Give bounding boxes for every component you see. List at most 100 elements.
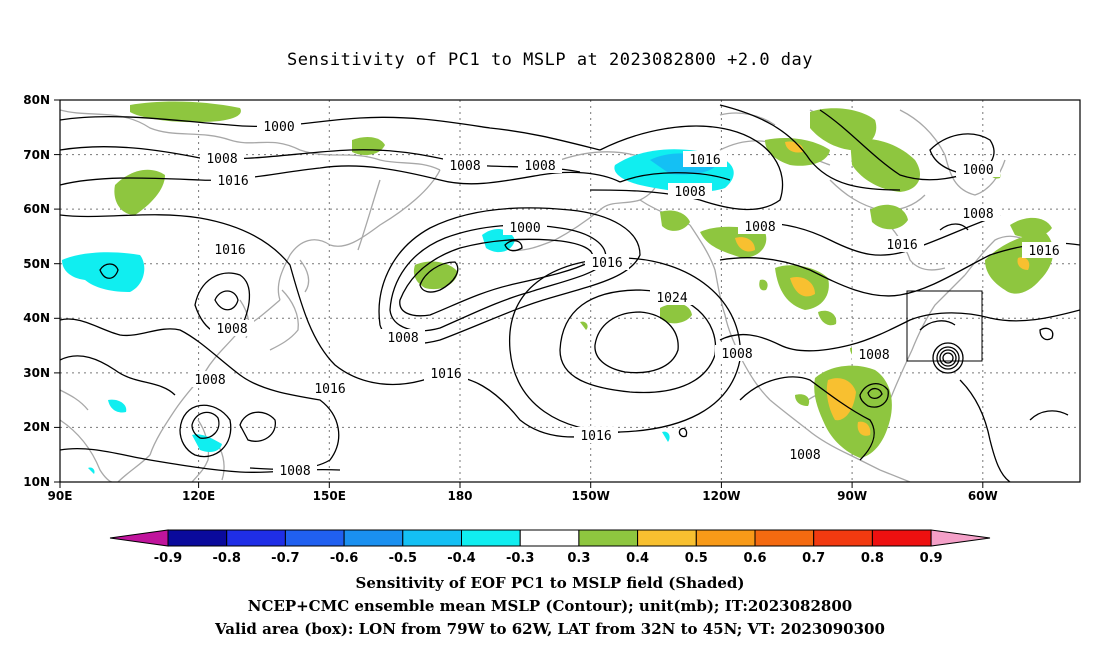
- svg-text:1008: 1008: [858, 348, 889, 363]
- colorbar-label: 0.3: [567, 551, 590, 566]
- contour-label: 1008: [518, 157, 562, 174]
- colorbar-label: 0.8: [861, 551, 884, 566]
- contour-label: 1008: [668, 183, 712, 200]
- colorbar-high-end: [930, 529, 991, 547]
- svg-text:1016: 1016: [314, 382, 345, 397]
- lat-label: 60N: [23, 202, 50, 216]
- svg-text:1008: 1008: [279, 464, 310, 479]
- contour-label: 1008: [738, 218, 782, 235]
- contour-label: 1016: [880, 236, 924, 253]
- colorbar-label: 0.6: [743, 551, 766, 566]
- svg-text:1016: 1016: [1028, 244, 1059, 259]
- colorbar-cell: [226, 529, 286, 547]
- contour-label: 1008: [852, 346, 896, 363]
- svg-text:1008: 1008: [524, 159, 555, 174]
- svg-text:1016: 1016: [591, 256, 622, 271]
- colorbar-label: 0.4: [626, 551, 649, 566]
- contour-label: 1000: [257, 118, 301, 135]
- lon-label: 120E: [182, 489, 215, 503]
- svg-text:1008: 1008: [216, 322, 247, 337]
- svg-text:1008: 1008: [789, 448, 820, 463]
- map-frame: [59, 99, 1081, 483]
- sensitivity-shading: [62, 101, 1054, 474]
- colorbar-cell: [343, 529, 404, 547]
- lon-labels: 90E 120E 150E 180 150W 120W 90W 60W: [48, 489, 998, 503]
- map-title: Sensitivity of PC1 to MSLP at 2023082800…: [286, 50, 813, 70]
- lon-label: 120W: [702, 489, 740, 503]
- svg-text:1008: 1008: [387, 331, 418, 346]
- valid-area-box: [906, 290, 983, 362]
- contour-label: 1008: [715, 345, 759, 362]
- axis-ticks: [54, 99, 984, 488]
- svg-text:1000: 1000: [962, 163, 993, 178]
- caption-line-3: Valid area (box): LON from 79W to 62W, L…: [215, 620, 885, 638]
- lon-label: 60W: [968, 489, 998, 503]
- lon-label: 90E: [48, 489, 73, 503]
- svg-text:1000: 1000: [509, 221, 540, 236]
- lat-label: 70N: [23, 148, 50, 162]
- colorbar: -0.9 -0.8 -0.7 -0.6 -0.5 -0.4 -0.3 0.3 0…: [109, 529, 991, 566]
- colorbar-cell: [695, 529, 756, 547]
- lat-label: 10N: [23, 475, 50, 489]
- contour-label: 1016: [211, 172, 255, 189]
- colorbar-cell: [871, 529, 932, 547]
- lon-label: 150E: [313, 489, 346, 503]
- svg-text:1008: 1008: [962, 207, 993, 222]
- caption-line-2: NCEP+CMC ensemble mean MSLP (Contour); u…: [247, 597, 853, 615]
- svg-text:1016: 1016: [689, 153, 720, 168]
- lat-label: 30N: [23, 366, 50, 380]
- svg-text:1016: 1016: [886, 238, 917, 253]
- lon-label: 90W: [837, 489, 867, 503]
- contour-label: 1016: [574, 427, 618, 444]
- contour-label: 1000: [503, 219, 547, 236]
- colorbar-cell: [461, 529, 521, 547]
- colorbar-label: 0.7: [802, 551, 825, 566]
- svg-text:1024: 1024: [656, 291, 687, 306]
- contour-label: 1016: [1022, 242, 1066, 259]
- contour-label: 1008: [188, 371, 232, 388]
- colorbar-cell: [167, 529, 228, 547]
- svg-text:1016: 1016: [430, 367, 461, 382]
- svg-text:1016: 1016: [214, 243, 245, 258]
- lat-label: 50N: [23, 257, 50, 271]
- contour-label: 1008: [200, 150, 244, 167]
- lon-label: 180: [447, 489, 472, 503]
- contour-label: 1016: [683, 151, 727, 168]
- contour-label: 1008: [783, 446, 827, 463]
- colorbar-label: -0.8: [212, 551, 240, 566]
- lat-lon-grid: [60, 100, 1080, 482]
- colorbar-cell: [754, 529, 815, 547]
- colorbar-label: 0.5: [685, 551, 708, 566]
- svg-text:1016: 1016: [217, 174, 248, 189]
- contour-label: 1024: [650, 289, 694, 306]
- colorbar-label: -0.7: [271, 551, 299, 566]
- contour-label: 1016: [585, 254, 629, 271]
- lat-label: 80N: [23, 93, 50, 107]
- contour-label: 1016: [208, 241, 252, 258]
- colorbar-label: -0.5: [389, 551, 417, 566]
- colorbar-cell: [637, 529, 697, 547]
- svg-text:1008: 1008: [449, 159, 480, 174]
- contour-label: 1008: [273, 462, 317, 479]
- colorbar-cell: [813, 529, 873, 547]
- colorbar-label: -0.9: [154, 551, 182, 566]
- colorbar-low-end: [109, 529, 169, 547]
- lat-label: 20N: [23, 420, 50, 434]
- svg-text:1008: 1008: [206, 152, 237, 167]
- colorbar-label: -0.6: [330, 551, 358, 566]
- contour-label: 1008: [956, 205, 1000, 222]
- contour-label: 1000: [956, 161, 1000, 178]
- caption-line-1: Sensitivity of EOF PC1 to MSLP field (Sh…: [355, 574, 745, 592]
- contour-labels: 1000 1008 1016 1008 1008 1016 1008 1000: [188, 118, 1066, 479]
- colorbar-label: 0.9: [920, 551, 943, 566]
- contour-label: 1008: [381, 329, 425, 346]
- lat-label: 40N: [23, 311, 50, 325]
- svg-text:1000: 1000: [263, 120, 294, 135]
- colorbar-cell: [284, 529, 345, 547]
- colorbar-cell: [402, 529, 462, 547]
- contour-label: 1008: [210, 320, 254, 337]
- lon-label: 150W: [572, 489, 610, 503]
- lat-labels: 80N 70N 60N 50N 40N 30N 20N 10N: [23, 93, 50, 489]
- svg-text:1008: 1008: [674, 185, 705, 200]
